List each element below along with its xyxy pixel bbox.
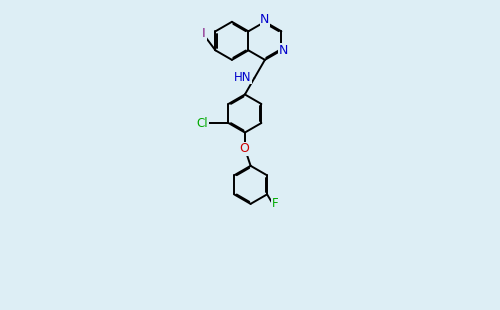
Text: HN: HN <box>234 71 251 83</box>
Text: I: I <box>202 27 206 40</box>
Text: F: F <box>272 197 278 210</box>
Text: Cl: Cl <box>197 117 208 130</box>
Text: N: N <box>260 13 270 26</box>
Text: N: N <box>279 44 288 57</box>
Text: O: O <box>239 142 249 155</box>
